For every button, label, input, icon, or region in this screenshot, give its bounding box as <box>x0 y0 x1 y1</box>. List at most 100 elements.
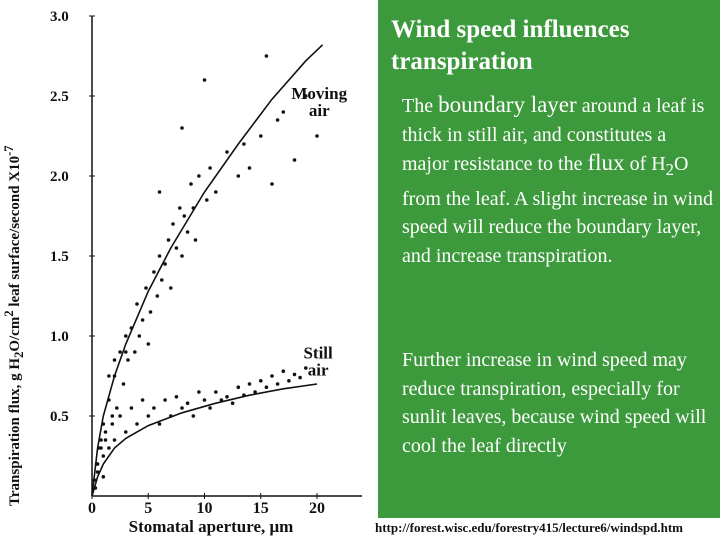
moving-air-point <box>166 238 171 242</box>
moving-air-point <box>121 382 126 386</box>
moving-air-point <box>140 318 145 322</box>
still-air-point <box>99 438 103 442</box>
moving-air-point <box>275 118 280 122</box>
chart-points <box>92 54 319 490</box>
x-tick-label: 10 <box>197 500 213 517</box>
y-tick-label: 3.0 <box>50 9 69 25</box>
moving-air-point <box>174 246 179 250</box>
still-air-point <box>152 406 156 410</box>
moving-air-point <box>236 174 241 178</box>
moving-air-point <box>155 294 160 298</box>
boundary-layer-paragraph: The boundary layer around a leaf is thic… <box>402 92 714 267</box>
chart-fit-lines <box>91 44 324 497</box>
moving-air-point <box>163 262 167 266</box>
moving-air-point <box>118 350 122 354</box>
still-air-point <box>112 438 117 442</box>
moving-air-point <box>135 302 139 306</box>
moving-air-point <box>124 334 128 338</box>
moving-air-point <box>169 286 173 290</box>
chart-ticks: 0.5 1.0 1.5 2.0 2.5 3.0 0 5 10 15 20 <box>50 9 325 517</box>
still-air-point <box>281 369 286 374</box>
x-tick-label: 15 <box>253 500 269 517</box>
still-air-point <box>174 395 179 399</box>
moving-air-point <box>292 158 297 162</box>
still-air-curve <box>91 383 318 497</box>
y-tick-label: 1.5 <box>50 249 69 265</box>
still-air-point <box>253 390 257 394</box>
moving-air-point <box>133 350 137 354</box>
moving-air-point <box>315 134 319 138</box>
moving-air-point <box>180 126 184 130</box>
wind-cooling-paragraph: Further increase in wind speed may reduc… <box>402 349 707 457</box>
moving-air-point <box>214 190 218 194</box>
still-air-point <box>230 401 235 406</box>
scatter-chart: 0.5 1.0 1.5 2.0 2.5 3.0 0 5 10 15 20 Moving air Stil… <box>50 9 362 536</box>
moving-air-point <box>160 278 164 282</box>
still-air-point <box>140 398 145 402</box>
x-tick-label: 0 <box>88 500 96 517</box>
still-air-point <box>292 372 297 377</box>
moving-air-point <box>152 270 156 274</box>
still-air-point <box>191 414 196 418</box>
moving-air-point <box>225 150 229 154</box>
moving-air-point <box>144 286 148 290</box>
text-panel <box>378 0 720 518</box>
still-air-point <box>118 414 122 418</box>
moving-air-point <box>126 358 130 362</box>
still-air-point <box>197 390 201 394</box>
y-tick-label: 2.0 <box>50 169 69 185</box>
still-air-point <box>101 454 106 458</box>
moving-air-point <box>157 190 162 194</box>
x-axis-label: Stomatal aperture, μm <box>129 517 294 536</box>
still-air-point <box>202 398 207 402</box>
still-air-point <box>275 382 280 386</box>
moving-air-point <box>146 342 151 346</box>
moving-air-point <box>247 166 252 170</box>
still-air-point <box>287 379 291 383</box>
moving-air-point <box>270 182 274 186</box>
moving-air-point <box>208 166 212 170</box>
still-air-point <box>135 422 139 426</box>
moving-air-point <box>189 182 193 186</box>
y-tick-label: 0.5 <box>50 409 69 425</box>
still-air-label: Still air <box>303 343 333 379</box>
still-air-point <box>270 374 274 378</box>
still-air-point <box>298 375 302 380</box>
moving-air-point <box>193 238 198 242</box>
still-air-point <box>103 430 108 434</box>
moving-air-point <box>197 174 201 178</box>
moving-air-point <box>205 198 209 202</box>
still-air-point <box>264 385 269 390</box>
moving-air-point <box>264 54 269 58</box>
still-air-point <box>146 414 151 418</box>
moving-air-point <box>110 414 115 418</box>
still-air-point <box>225 395 229 399</box>
still-air-point <box>101 475 106 479</box>
moving-air-point <box>178 206 182 210</box>
source-url: http://forest.wisc.edu/forestry415/lectu… <box>375 520 684 535</box>
y-tick-label: 1.0 <box>50 329 69 345</box>
x-tick-label: 5 <box>144 500 152 517</box>
moving-air-curve <box>91 44 324 497</box>
still-air-point <box>304 366 308 370</box>
chart-panel <box>0 0 378 540</box>
still-air-point <box>107 374 111 378</box>
still-air-point <box>129 406 134 410</box>
moving-air-point <box>171 222 175 226</box>
moving-air-point <box>180 254 184 258</box>
still-air-point <box>185 401 190 406</box>
moving-air-point <box>148 310 153 314</box>
still-air-point <box>112 358 117 362</box>
still-air-point <box>214 390 218 394</box>
moving-air-point <box>304 94 308 98</box>
moving-air-point <box>202 78 207 82</box>
chart-annotations: Moving air Still air <box>291 84 347 379</box>
still-air-point <box>110 422 115 426</box>
moving-air-point <box>185 230 190 234</box>
moving-air-point <box>259 134 263 138</box>
moving-air-point <box>242 142 246 146</box>
still-air-point <box>124 430 128 434</box>
moving-air-point <box>157 254 162 258</box>
x-tick-label: 20 <box>309 500 325 517</box>
slide-title: Wind speed influences transpiration <box>391 16 630 75</box>
